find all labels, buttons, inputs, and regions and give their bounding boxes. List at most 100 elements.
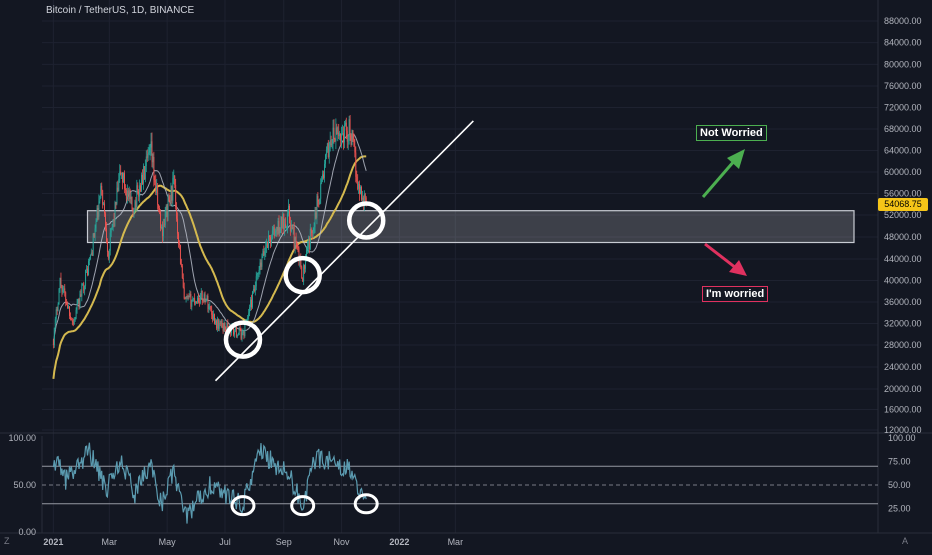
candle-body	[335, 127, 337, 141]
candle-body	[222, 326, 224, 331]
candle-body	[94, 228, 96, 238]
candle-body	[224, 323, 226, 330]
candle-body	[81, 283, 83, 297]
price-axis-label: 52000.00	[884, 210, 922, 220]
candle-body	[90, 252, 92, 256]
candle-body	[57, 304, 59, 311]
candle-body	[154, 180, 156, 183]
candle-body	[198, 302, 200, 304]
candle-body	[170, 185, 172, 201]
candle-body	[72, 321, 74, 325]
candle-body	[176, 207, 178, 219]
candle-body	[89, 255, 91, 259]
candle-body	[178, 233, 179, 244]
rsi-panel	[42, 442, 878, 524]
candle-body	[254, 286, 256, 291]
candle-body	[188, 296, 190, 297]
last-price-badge: 54068.75	[878, 198, 928, 211]
candle-body	[359, 183, 361, 195]
candle-body	[285, 223, 287, 229]
candle-body	[138, 189, 140, 197]
candle-body	[312, 230, 314, 234]
symbol-title[interactable]: Bitcoin / TetherUS, 1D, BINANCE	[46, 5, 195, 16]
candle-body	[279, 228, 281, 234]
candle-body	[112, 219, 114, 228]
candle-body	[286, 226, 288, 229]
candle-body	[150, 141, 152, 148]
candle-body	[136, 185, 138, 207]
candle-body	[349, 119, 351, 136]
candle-body	[361, 186, 362, 200]
candle-body	[183, 287, 185, 299]
candle-body	[165, 205, 167, 211]
candle-body	[200, 290, 202, 296]
candle-body	[58, 288, 60, 305]
candle-body	[91, 252, 93, 256]
candle-body	[144, 165, 146, 180]
candle-body	[54, 319, 56, 328]
candle-body	[340, 134, 342, 141]
candle-body	[126, 190, 128, 199]
candle-body	[364, 194, 366, 198]
candle-body	[276, 230, 278, 232]
candle-body	[270, 237, 271, 243]
candle-body	[217, 318, 219, 329]
candle-body	[361, 197, 363, 200]
candle-body	[351, 130, 353, 145]
resistance-zone-layer	[86, 210, 855, 244]
candle-body	[177, 218, 179, 234]
candle-body	[119, 171, 121, 180]
worried-arrow-head	[729, 260, 747, 276]
candle-body	[135, 201, 137, 207]
candle-body	[348, 119, 350, 138]
candle-body	[298, 247, 300, 262]
candle-body	[314, 212, 316, 227]
candle-body	[205, 300, 207, 303]
candle-body	[330, 140, 332, 146]
price-axis-label: 44000.00	[884, 254, 922, 264]
candle-body	[308, 241, 310, 249]
candle-body	[69, 316, 71, 320]
candle-body	[318, 201, 320, 205]
price-axis-label: 60000.00	[884, 167, 922, 177]
candle-body	[321, 179, 323, 183]
candle-body	[191, 301, 193, 307]
candle-body	[220, 320, 222, 325]
candle-body	[211, 309, 213, 315]
candle-body	[110, 228, 112, 233]
candle-body	[227, 323, 229, 327]
annotation-arrows	[701, 149, 747, 276]
candle-body	[172, 177, 174, 201]
price-circle-highlight	[346, 201, 386, 240]
candle-body	[156, 185, 158, 193]
candle-body	[146, 156, 148, 158]
candle-body	[142, 166, 144, 184]
candle-body	[345, 122, 347, 131]
candle-body	[118, 179, 120, 192]
candle-body	[64, 288, 66, 293]
candle-body	[280, 216, 282, 229]
candle-body	[215, 320, 216, 324]
candle-body	[174, 175, 176, 185]
candle-body	[251, 299, 252, 308]
zoom-button[interactable]: Z	[4, 536, 10, 546]
candle-body	[160, 212, 161, 228]
candle-body	[106, 228, 107, 242]
candle-body	[344, 122, 346, 125]
candle-body	[180, 263, 182, 266]
candle-body	[293, 226, 295, 248]
not-worried-arrow-head	[727, 149, 745, 169]
candle-body	[343, 133, 344, 143]
candle-body	[253, 288, 255, 291]
candle-body	[214, 314, 215, 324]
candle-body	[257, 272, 259, 274]
candle-body	[84, 285, 86, 291]
candle-body	[124, 188, 126, 190]
auto-scale-button[interactable]: A	[902, 536, 909, 546]
candle-body	[207, 295, 209, 310]
candle-body	[100, 185, 102, 198]
candle-body	[213, 314, 215, 320]
